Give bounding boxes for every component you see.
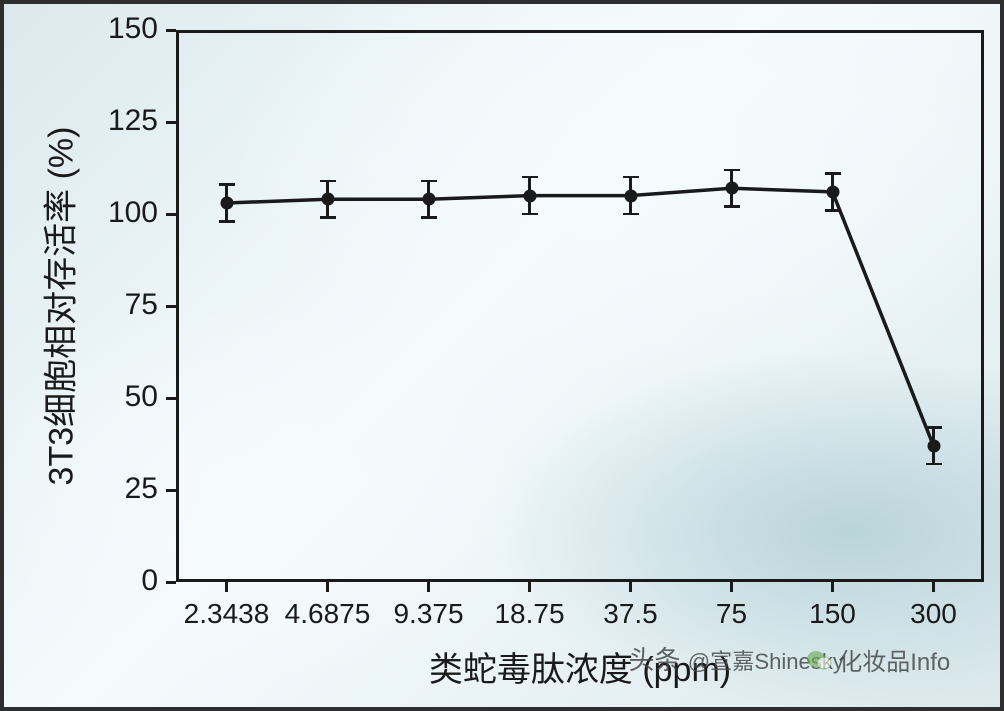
error-cap: [724, 169, 740, 172]
error-cap: [623, 176, 639, 179]
x-tick: [730, 582, 733, 592]
error-cap: [825, 172, 841, 175]
y-tick: [166, 581, 176, 584]
x-tick-label: 18.75: [494, 598, 564, 630]
error-cap: [623, 213, 639, 216]
y-tick-label: 125: [108, 104, 158, 138]
x-tick-label: 37.5: [603, 598, 658, 630]
error-cap: [320, 216, 336, 219]
data-marker: [422, 193, 435, 206]
y-tick-label: 100: [108, 196, 158, 230]
error-cap: [724, 205, 740, 208]
data-marker: [927, 439, 940, 452]
error-cap: [320, 180, 336, 183]
x-tick: [326, 582, 329, 592]
y-tick: [166, 213, 176, 216]
x-tick-label: 150: [809, 598, 856, 630]
y-tick: [166, 121, 176, 124]
error-cap: [522, 176, 538, 179]
watermark-right-text: 化妆品Info: [838, 642, 950, 677]
y-axis-title: 3T3细胞相对存活率 (%): [34, 127, 83, 486]
error-cap: [219, 183, 235, 186]
error-cap: [421, 216, 437, 219]
x-tick: [528, 582, 531, 592]
data-marker: [220, 196, 233, 209]
watermark-left-main: 头条: [628, 645, 680, 675]
watermark-right: 化妆品Info: [806, 642, 950, 677]
error-cap: [926, 463, 942, 466]
plot-area: [176, 30, 984, 582]
x-tick-label: 9.375: [393, 598, 463, 630]
x-tick: [629, 582, 632, 592]
y-tick-label: 25: [125, 472, 158, 506]
x-tick: [427, 582, 430, 592]
data-marker: [826, 185, 839, 198]
y-tick: [166, 489, 176, 492]
y-tick: [166, 305, 176, 308]
y-tick-label: 0: [141, 564, 158, 598]
x-tick-label: 75: [716, 598, 747, 630]
y-tick-label: 50: [125, 380, 158, 414]
y-tick-label: 150: [108, 12, 158, 46]
data-marker: [624, 189, 637, 202]
data-line-svg: [176, 30, 984, 582]
error-cap: [219, 220, 235, 223]
x-tick-label: 300: [910, 598, 957, 630]
y-tick: [166, 29, 176, 32]
error-cap: [926, 426, 942, 429]
wechat-icon: [806, 648, 834, 672]
error-cap: [421, 180, 437, 183]
x-tick: [225, 582, 228, 592]
data-marker: [725, 182, 738, 195]
x-tick-label: 4.6875: [285, 598, 371, 630]
data-marker: [321, 193, 334, 206]
y-tick: [166, 397, 176, 400]
error-cap: [522, 213, 538, 216]
y-tick-label: 75: [125, 288, 158, 322]
series-line: [227, 188, 934, 446]
x-tick: [831, 582, 834, 592]
data-marker: [523, 189, 536, 202]
error-cap: [825, 209, 841, 212]
x-tick-label: 2.3438: [184, 598, 270, 630]
x-tick: [932, 582, 935, 592]
